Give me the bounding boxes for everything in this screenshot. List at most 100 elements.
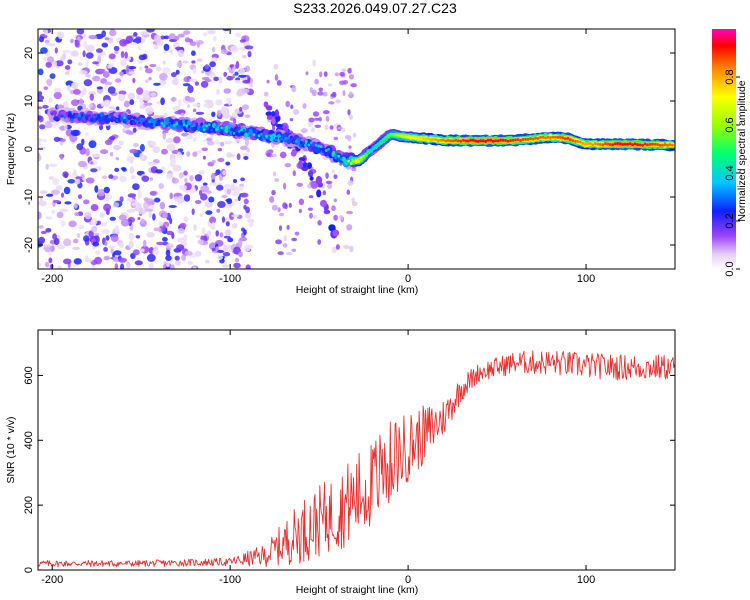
- noise-blob: [115, 157, 120, 161]
- ridge-core: [509, 139, 512, 142]
- x-tick-label: 100: [577, 574, 595, 586]
- noise-blob: [38, 115, 44, 123]
- noise-blob: [161, 80, 167, 85]
- noise-blob: [130, 42, 138, 46]
- ridge-core: [651, 142, 654, 146]
- ridge-core: [588, 142, 592, 145]
- ridge-core: [65, 111, 69, 115]
- noise-blob: [191, 60, 196, 64]
- ridge-core: [215, 128, 219, 131]
- noise-blob: [160, 97, 165, 106]
- noise-blob: [153, 82, 161, 86]
- ridge-core: [240, 128, 244, 132]
- noise-blob: [60, 153, 64, 160]
- ridge-core: [546, 135, 550, 139]
- noise-blob: [124, 51, 128, 59]
- noise-blob: [234, 257, 240, 263]
- noise-blob: [166, 143, 176, 152]
- noise-blob: [150, 141, 157, 147]
- noise-blob: [90, 218, 98, 226]
- noise-blob: [329, 125, 334, 130]
- noise-blob: [118, 140, 124, 145]
- noise-blob: [46, 193, 54, 197]
- noise-blob: [288, 202, 292, 208]
- noise-blob: [38, 91, 43, 96]
- ridge-core: [93, 113, 96, 117]
- ridge-core: [521, 138, 525, 141]
- noise-blob: [51, 189, 60, 195]
- ridge-core: [322, 148, 326, 152]
- noise-blob: [101, 175, 108, 179]
- noise-blob: [170, 97, 177, 102]
- noise-blob: [92, 75, 101, 82]
- ridge-core: [138, 121, 141, 125]
- noise-blob: [83, 79, 93, 87]
- ridge-core: [436, 139, 440, 142]
- noise-blob: [108, 174, 114, 179]
- ridge-core: [123, 116, 126, 120]
- noise-blob: [224, 187, 228, 196]
- noise-blob: [83, 40, 88, 49]
- noise-blob: [118, 214, 127, 221]
- ridge-core: [417, 136, 420, 140]
- noise-blob: [352, 132, 357, 138]
- noise-blob: [45, 61, 52, 68]
- noise-blob: [48, 97, 53, 104]
- ridge-core: [270, 134, 273, 138]
- branch-blob: [308, 170, 314, 178]
- ridge-core: [88, 114, 91, 118]
- noise-blob: [88, 230, 94, 238]
- noise-blob: [57, 31, 65, 40]
- noise-blob: [137, 46, 142, 51]
- ridge-core: [379, 141, 383, 144]
- noise-blob: [194, 81, 199, 86]
- noise-blob: [192, 103, 201, 107]
- noise-blob: [290, 104, 294, 110]
- noise-blob: [278, 225, 283, 232]
- noise-blob: [266, 152, 271, 157]
- ridge-core: [185, 124, 189, 128]
- noise-blob: [130, 175, 136, 179]
- branch-blob: [298, 160, 304, 169]
- noise-blob: [74, 178, 81, 185]
- noise-blob: [119, 71, 124, 76]
- noise-blob: [126, 155, 135, 163]
- ridge-core: [454, 138, 458, 142]
- noise-blob: [132, 249, 140, 256]
- noise-blob: [209, 71, 216, 78]
- noise-blob: [189, 41, 197, 47]
- noise-blob: [232, 73, 236, 78]
- noise-blob: [103, 81, 113, 86]
- y-tick-label: 600: [23, 366, 35, 384]
- branch-blob: [316, 189, 322, 198]
- noise-blob: [129, 166, 135, 174]
- ridge-core: [451, 139, 455, 143]
- ridge-core: [628, 142, 632, 146]
- noise-blob: [327, 83, 333, 87]
- noise-blob: [73, 89, 81, 95]
- ridge-core: [616, 142, 620, 145]
- ridge-core: [494, 139, 497, 143]
- ridge-core: [302, 141, 306, 145]
- ridge-core: [70, 118, 74, 122]
- ridge-core: [250, 130, 253, 133]
- noise-blob: [179, 222, 187, 229]
- noise-blob: [333, 174, 338, 180]
- noise-blob: [342, 90, 346, 97]
- noise-blob: [204, 99, 213, 104]
- noise-blob: [171, 72, 177, 78]
- noise-blob: [44, 120, 53, 129]
- ridge-core: [364, 153, 368, 157]
- ridge-core: [374, 144, 378, 148]
- colorbar-tick-label: 0.0: [724, 261, 736, 276]
- noise-blob: [85, 44, 95, 53]
- noise-blob: [291, 248, 297, 252]
- noise-blob: [107, 64, 113, 69]
- noise-blob: [318, 116, 323, 122]
- noise-blob: [148, 77, 152, 81]
- noise-blob: [177, 49, 185, 58]
- noise-blob: [84, 211, 92, 220]
- noise-blob: [98, 68, 106, 73]
- noise-blob: [236, 153, 241, 161]
